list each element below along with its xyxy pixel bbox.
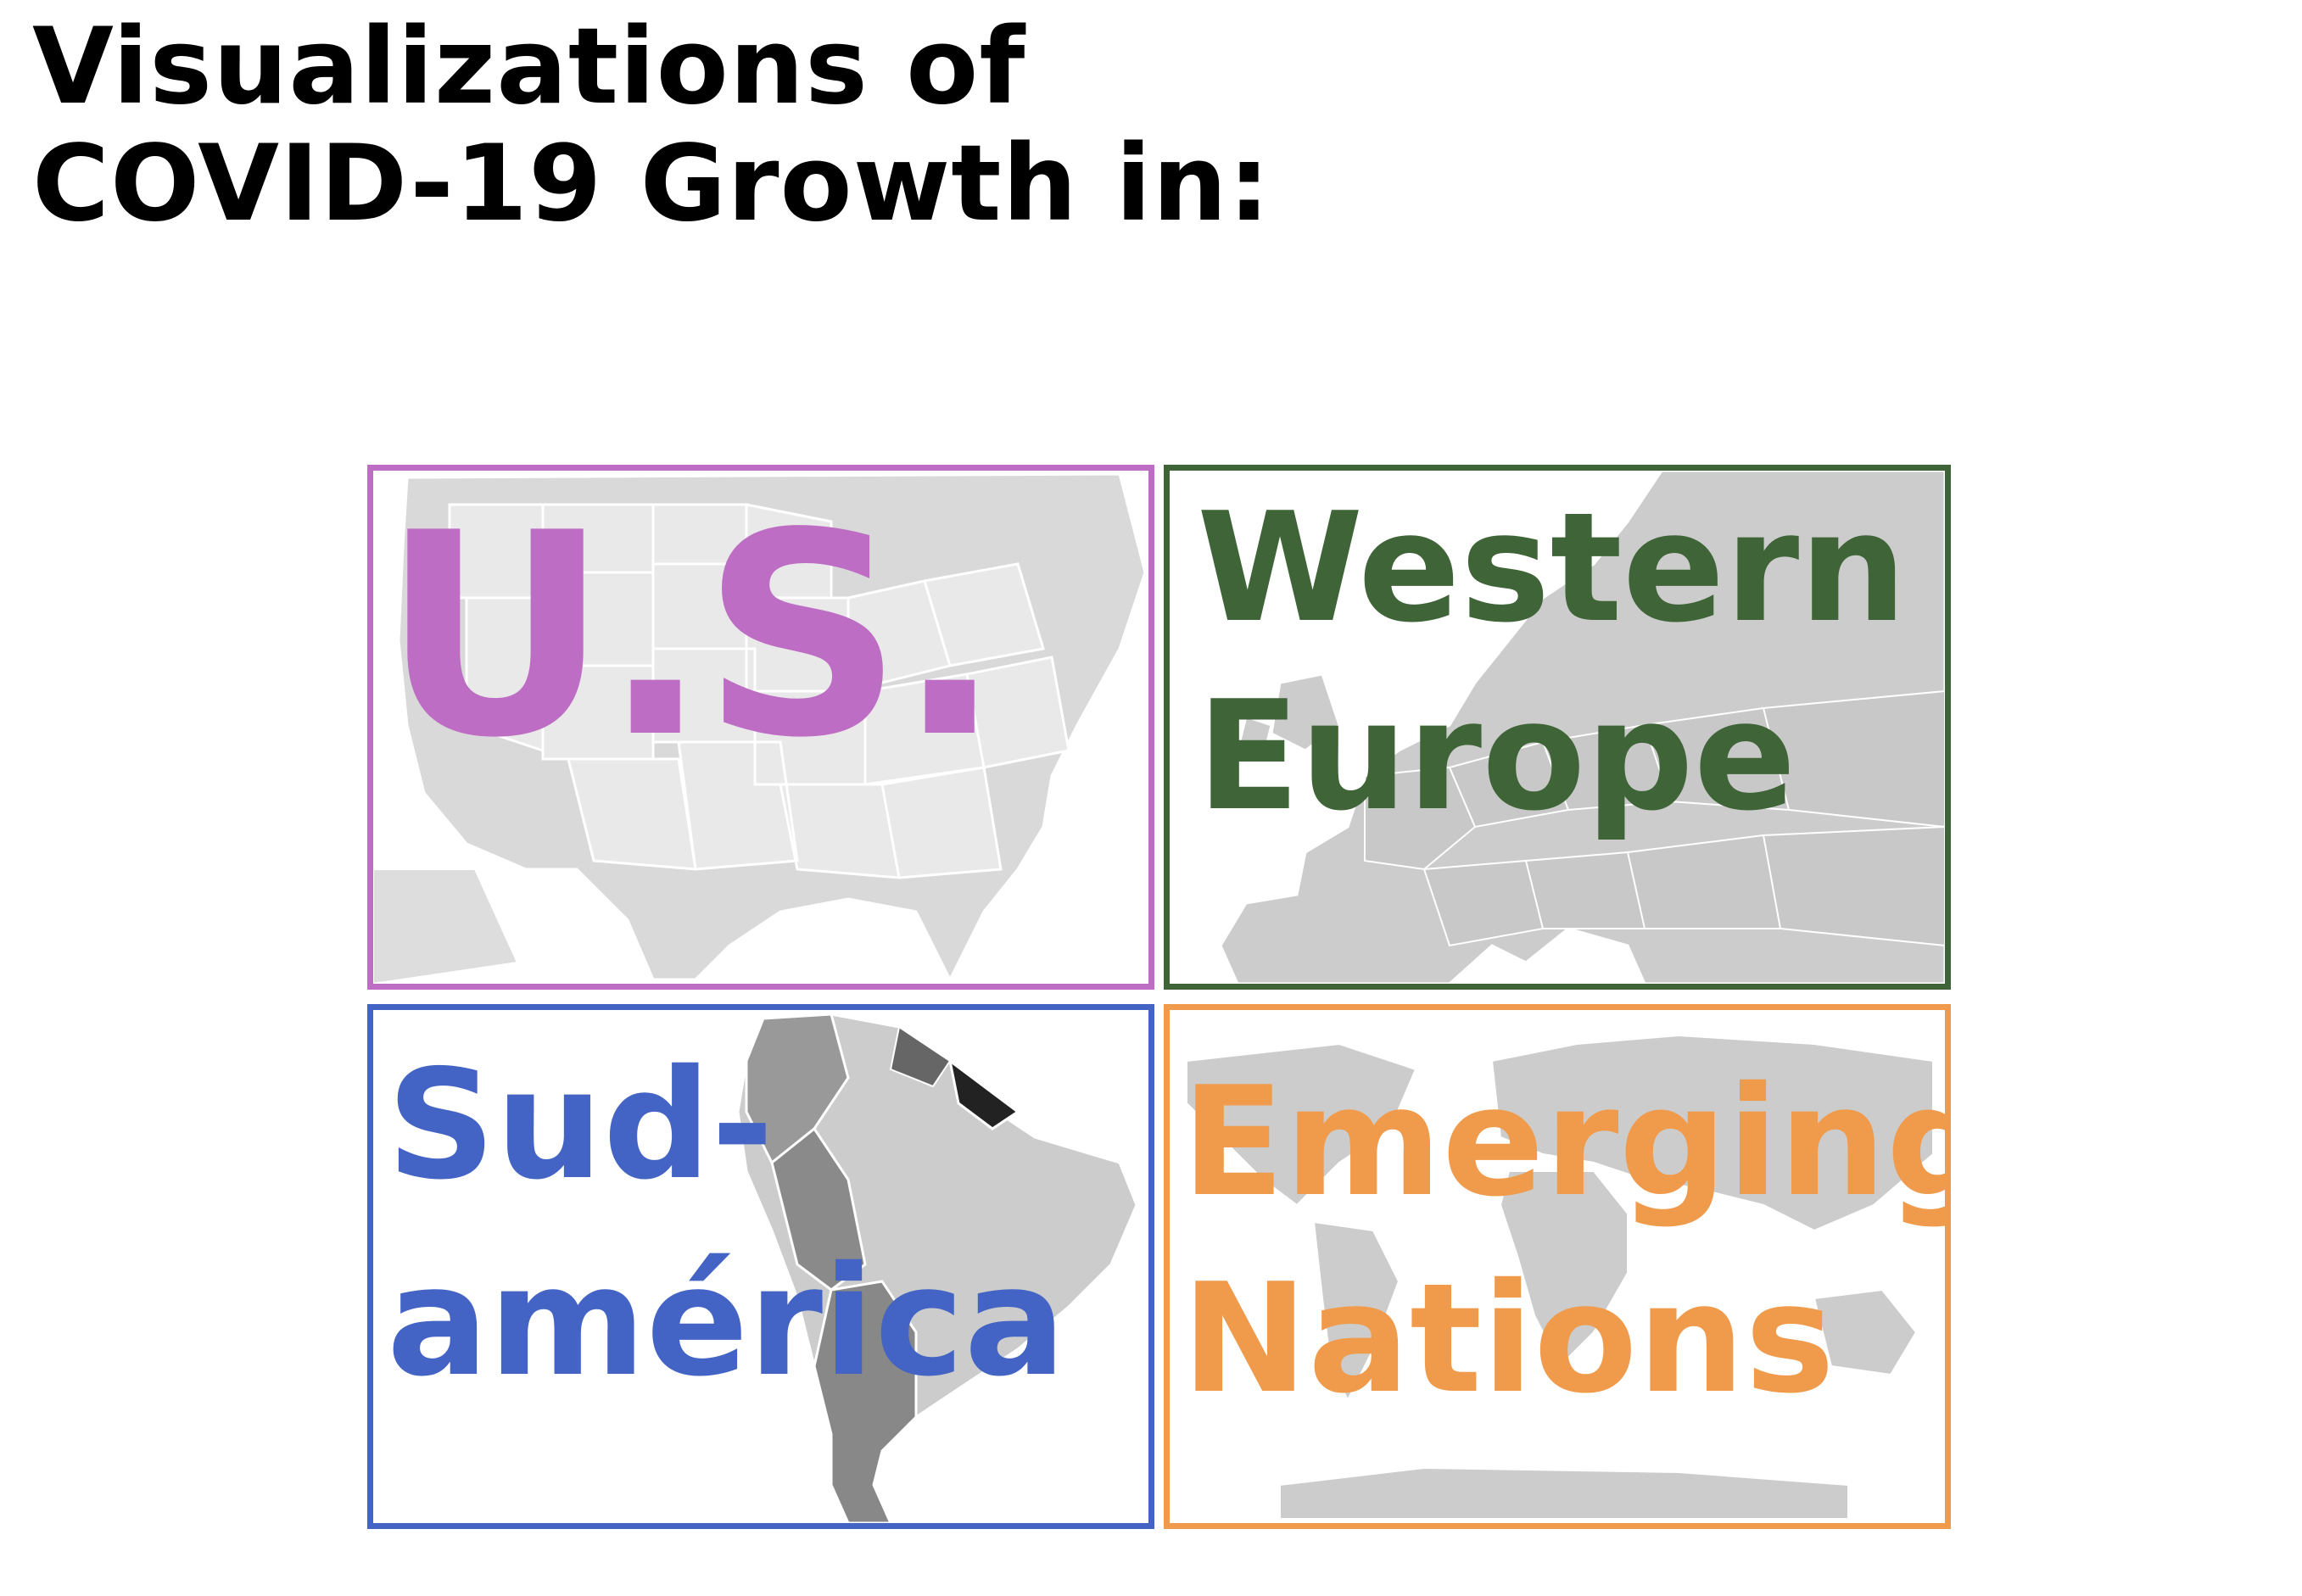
emerging-nations-label-line-1: Emerging	[1182, 1054, 1951, 1230]
title-line-2: COVID-19 Growth in:	[32, 123, 1271, 245]
western-europe-label-line-2: Europe	[1197, 668, 1796, 844]
western-europe-panel[interactable]: Western Europe	[1164, 465, 1951, 990]
emerging-nations-label: Emerging Nations	[1182, 1044, 1951, 1437]
western-europe-label-line-1: Western	[1197, 480, 1907, 656]
western-europe-label: Western Europe	[1197, 474, 1907, 851]
us-label-line-1: U.S.	[382, 473, 1003, 799]
page-title: Visualizations of COVID-19 Growth in:	[32, 8, 1271, 243]
europe-map-icon	[1219, 471, 1945, 984]
usa-map-icon	[373, 472, 1147, 984]
emerging-nations-label-line-2: Nations	[1182, 1251, 1835, 1426]
sudamerica-panel[interactable]: Sud- américa	[367, 1004, 1154, 1529]
us-label: U.S.	[382, 473, 1003, 799]
title-line-1: Visualizations of	[32, 6, 1026, 128]
sudamerica-label-line-1: Sud-	[387, 1037, 774, 1213]
world-map-icon	[1186, 1034, 1934, 1520]
us-panel[interactable]: U.S.	[367, 465, 1154, 990]
south-america-map-icon	[736, 1013, 1138, 1523]
emerging-nations-panel[interactable]: Emerging Nations	[1164, 1004, 1951, 1529]
sudamerica-label: Sud- américa	[387, 1027, 1066, 1420]
sudamerica-label-line-2: américa	[387, 1234, 1066, 1409]
